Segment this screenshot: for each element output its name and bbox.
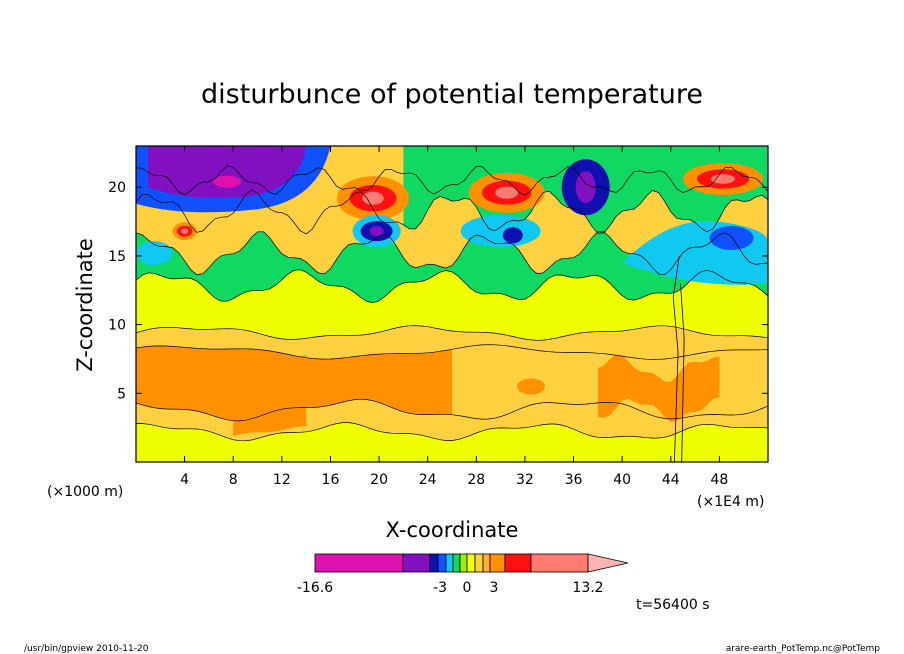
colorbar-swatch <box>452 553 461 573</box>
colorbar-tick-label: 13.2 <box>572 580 603 596</box>
x-axis: 4 8 12 16 20 24 28 32 36 40 44 48 <box>180 146 728 488</box>
time-label: t=56400 s <box>636 597 710 613</box>
colorbar-swatch <box>489 553 506 573</box>
y-tick-label: 15 <box>108 249 126 265</box>
colorbar-tick-label: 0 <box>463 580 472 596</box>
x-tick-label: 4 <box>180 472 189 488</box>
contour-line-0 <box>136 325 768 341</box>
contour-line-2 <box>136 398 768 422</box>
footer-right: arare-earth_PotTemp.nc@PotTemp <box>726 644 881 654</box>
colorbar-tick-label: -3 <box>433 580 447 596</box>
y-tick-label: 20 <box>108 180 126 196</box>
colorbar-swatch <box>429 553 439 573</box>
colorbar-swatch <box>482 553 491 573</box>
chart-title: disturbunce of potential temperature <box>201 79 703 110</box>
x-tick-label: 20 <box>370 472 388 488</box>
y-axis: 5 10 15 20 <box>108 180 768 402</box>
x-tick-label: 16 <box>322 472 340 488</box>
x-tick-label: 32 <box>516 472 534 488</box>
colorbar-swatch <box>459 553 468 573</box>
colorbar <box>314 553 629 573</box>
field-layer <box>136 146 768 462</box>
colorbar-labels: -16.6 -3 0 3 13.2 <box>297 580 604 596</box>
colorbar-swatch <box>530 553 589 573</box>
x-tick-label: 40 <box>613 472 631 488</box>
colorbar-tick-label: -16.6 <box>297 580 333 596</box>
x-axis-label: X-coordinate <box>386 518 519 542</box>
colorbar-swatch <box>402 553 431 573</box>
plot-frame <box>135 145 769 463</box>
x-unit-right-label: (×1E4 m) <box>697 494 764 510</box>
x-tick-label: 8 <box>229 472 238 488</box>
purple-eddy-20 <box>369 226 384 237</box>
pink-core-3 <box>181 228 189 234</box>
x-unit-left-label: (×1000 m) <box>47 484 123 500</box>
colorbar-swatch <box>314 553 404 573</box>
y-tick-label: 10 <box>108 318 126 334</box>
blue-eddy-31 <box>502 227 523 244</box>
pink-core-0 <box>362 191 384 205</box>
colorbar-swatch <box>445 553 454 573</box>
colorbar-swatch <box>437 553 447 573</box>
colorbar-extend-arrow <box>587 553 629 573</box>
colorbar-tick-label: 3 <box>490 580 499 596</box>
contour-line-3 <box>136 422 768 442</box>
x-tick-label: 36 <box>565 472 583 488</box>
blue-eddy-48 <box>709 226 754 251</box>
contour-line-4 <box>136 269 768 304</box>
colorbar-swatch <box>504 553 532 573</box>
purple-mass <box>148 146 307 198</box>
warm-blob <box>517 378 545 395</box>
vertical-disturbance <box>672 255 685 462</box>
x-tick-label: 24 <box>419 472 437 488</box>
pink-core-2 <box>711 174 736 184</box>
magenta-core <box>213 175 242 188</box>
contour-line-5 <box>136 231 768 276</box>
x-tick-label: 44 <box>662 472 680 488</box>
y-axis-label: Z-coordinate <box>73 238 97 372</box>
x-tick-label: 48 <box>710 472 728 488</box>
colorbar-swatch <box>466 553 476 573</box>
contour-line-1 <box>136 344 768 360</box>
warm-core-right <box>597 354 720 422</box>
footer-left: /usr/bin/gpview 2010-11-20 <box>24 644 149 654</box>
x-tick-label: 28 <box>467 472 485 488</box>
contour-line-7 <box>136 165 768 196</box>
cyan-region-left <box>136 241 173 266</box>
colorbar-swatch <box>474 553 484 573</box>
warm-core-lower <box>233 354 307 436</box>
x-tick-label: 12 <box>273 472 291 488</box>
contour-line-6 <box>136 189 768 235</box>
pink-core-1 <box>495 186 519 199</box>
y-tick-label: 5 <box>117 386 126 402</box>
purple-eddy-36 <box>575 171 596 204</box>
cyan-region-mid <box>460 215 541 248</box>
